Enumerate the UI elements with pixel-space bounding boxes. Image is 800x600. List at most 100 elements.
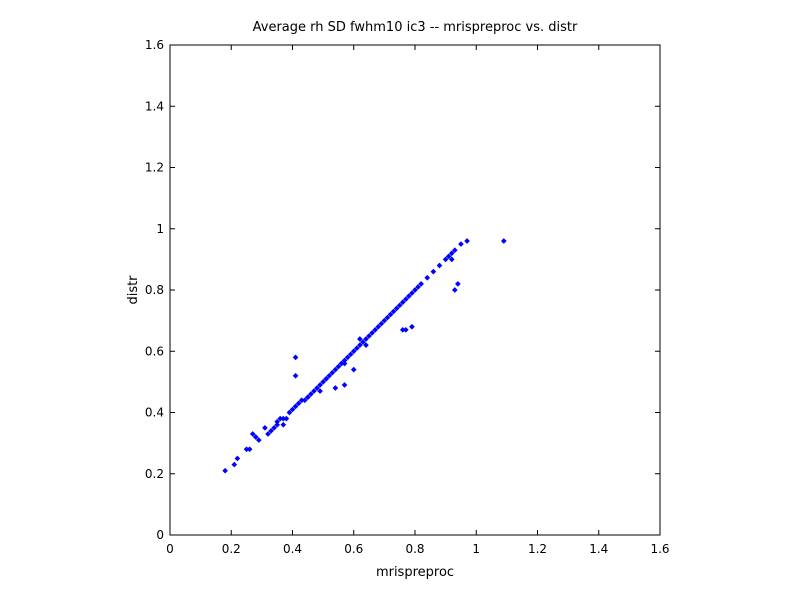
data-point <box>249 431 256 437</box>
data-point <box>335 363 342 370</box>
data-point <box>274 418 281 425</box>
data-point <box>323 375 330 382</box>
data-point <box>341 382 348 388</box>
x-tick-label: 0.4 <box>283 542 302 556</box>
data-point <box>314 385 320 391</box>
data-point <box>280 421 287 428</box>
data-point <box>271 424 277 431</box>
data-point <box>308 391 314 397</box>
data-point <box>436 262 443 269</box>
data-point <box>430 268 437 275</box>
data-point <box>402 326 409 333</box>
y-tick-label: 1.2 <box>145 161 164 175</box>
data-point <box>360 339 366 345</box>
data-point <box>402 296 409 303</box>
data-point <box>384 314 391 321</box>
data-point <box>332 366 339 373</box>
data-point <box>399 299 406 306</box>
data-point <box>301 397 308 404</box>
x-tick-label: 1.2 <box>528 542 547 556</box>
data-point <box>317 388 323 394</box>
data-point <box>341 360 348 367</box>
data-point <box>387 311 394 318</box>
data-point <box>396 302 403 309</box>
data-point <box>326 372 333 379</box>
data-point <box>366 333 372 339</box>
data-point <box>375 323 382 330</box>
y-axis-ticks: 0 0.2 0.4 0.6 0.8 1 1.2 1.4 1.6 <box>145 38 660 542</box>
data-point <box>311 388 317 394</box>
data-point <box>455 281 461 287</box>
data-point <box>274 421 281 428</box>
data-point <box>409 323 415 330</box>
x-tick-label: 0.6 <box>344 542 363 556</box>
data-point <box>369 330 375 336</box>
chart-title: Average rh SD fwhm10 ic3 -- mrispreproc … <box>253 20 578 35</box>
x-tick-label: 1.6 <box>650 542 669 556</box>
y-axis-label: distr <box>126 275 141 305</box>
data-point <box>381 317 388 324</box>
data-point <box>255 437 262 443</box>
data-point <box>406 293 412 299</box>
data-point <box>252 434 259 440</box>
data-point <box>268 428 274 434</box>
data-point <box>350 348 357 355</box>
data-point <box>329 369 336 376</box>
y-tick-label: 0.4 <box>145 406 164 420</box>
data-point <box>234 455 241 462</box>
x-tick-label: 1 <box>472 542 480 556</box>
data-point <box>292 403 299 410</box>
data-point <box>292 372 299 379</box>
data-point <box>500 238 507 244</box>
data-point <box>289 406 296 413</box>
data-point <box>292 354 299 361</box>
y-tick-label: 1 <box>156 222 164 236</box>
data-point <box>390 308 397 315</box>
y-tick-label: 0.6 <box>145 344 164 358</box>
data-point <box>286 409 293 416</box>
data-point <box>222 467 228 474</box>
data-point <box>451 287 458 293</box>
y-tick-label: 1.4 <box>145 99 164 113</box>
data-point <box>317 382 323 388</box>
x-tick-label: 0.2 <box>222 542 241 556</box>
x-tick-label: 0.8 <box>405 542 424 556</box>
data-point <box>424 274 431 281</box>
data-point <box>265 431 271 437</box>
data-point <box>378 320 385 327</box>
data-points <box>222 238 507 474</box>
y-tick-label: 1.6 <box>145 38 164 52</box>
x-axis-label: mrispreproc <box>376 565 454 580</box>
y-tick-label: 0.2 <box>145 467 164 481</box>
data-point <box>363 342 369 348</box>
data-point <box>445 253 452 260</box>
x-tick-label: 1.4 <box>589 542 608 556</box>
data-point <box>451 247 458 254</box>
data-point <box>350 366 357 373</box>
data-point <box>347 351 354 358</box>
data-point <box>304 394 311 401</box>
data-point <box>246 446 253 453</box>
y-tick-label: 0 <box>156 528 164 542</box>
data-point <box>357 342 363 348</box>
data-point <box>418 281 424 287</box>
data-point <box>415 284 421 290</box>
data-point <box>448 250 455 257</box>
data-point <box>363 336 369 342</box>
data-point <box>464 238 470 244</box>
data-point <box>353 345 360 352</box>
data-point <box>393 305 400 312</box>
x-axis-ticks: 0 0.2 0.4 0.6 0.8 1 1.2 1.4 1.6 <box>166 45 670 556</box>
y-tick-label: 0.8 <box>145 283 164 297</box>
data-point <box>448 256 455 263</box>
data-point <box>372 326 379 333</box>
data-point <box>357 336 363 342</box>
data-point <box>295 400 302 407</box>
x-tick-label: 0 <box>166 542 174 556</box>
data-point <box>231 461 238 468</box>
data-point <box>412 287 418 293</box>
data-point <box>332 385 339 391</box>
data-point <box>283 415 290 422</box>
data-point <box>409 290 415 296</box>
